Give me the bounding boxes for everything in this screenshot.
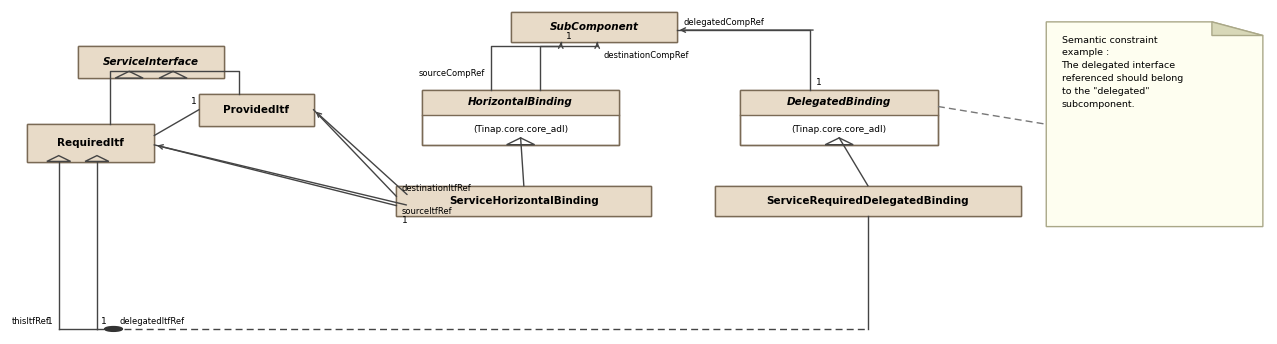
Bar (396, 186, 651, 216)
Text: sourceCompRef: sourceCompRef (419, 69, 485, 78)
Bar (421, 90, 619, 145)
Text: destinationItfRef: destinationItfRef (401, 184, 471, 193)
Bar (199, 94, 314, 126)
Bar (421, 90, 619, 115)
Bar (715, 186, 1020, 216)
Text: (Tinap.core.core_adl): (Tinap.core.core_adl) (472, 125, 568, 134)
Text: Semantic constraint
example :
The delegated interface
referenced should belong
t: Semantic constraint example : The delega… (1061, 35, 1183, 109)
Text: thisItfRef: thisItfRef (11, 317, 50, 326)
Text: 1: 1 (401, 216, 407, 225)
Bar (741, 90, 937, 145)
Bar (27, 124, 155, 162)
Text: ServiceInterface: ServiceInterface (103, 57, 199, 67)
Text: ProvidedItf: ProvidedItf (223, 105, 289, 115)
Bar (715, 186, 1020, 216)
Bar (396, 186, 651, 216)
Text: RequiredItf: RequiredItf (57, 138, 124, 148)
Text: ServiceHorizontalBinding: ServiceHorizontalBinding (450, 196, 599, 206)
Text: HorizontalBinding: HorizontalBinding (469, 97, 573, 107)
Bar (27, 124, 155, 162)
Bar (199, 94, 314, 126)
Bar (421, 90, 619, 145)
Circle shape (105, 326, 123, 331)
Text: (Tinap.core.core_adl): (Tinap.core.core_adl) (792, 125, 886, 134)
Text: delegatedCompRef: delegatedCompRef (683, 18, 764, 26)
Bar (199, 94, 314, 126)
Text: DelegatedBinding: DelegatedBinding (787, 97, 891, 107)
Polygon shape (1046, 22, 1263, 227)
Bar (511, 12, 677, 42)
Text: 1: 1 (101, 317, 106, 326)
Polygon shape (1212, 22, 1263, 35)
Text: SubComponent: SubComponent (549, 22, 638, 32)
Text: destinationCompRef: destinationCompRef (604, 51, 690, 60)
Bar (511, 12, 677, 42)
Text: 1: 1 (190, 97, 197, 106)
Bar (78, 46, 225, 78)
Bar (511, 12, 677, 42)
Bar (78, 46, 225, 78)
Bar (715, 186, 1020, 216)
Text: ServiceRequiredDelegatedBinding: ServiceRequiredDelegatedBinding (766, 196, 969, 206)
Bar (78, 46, 225, 78)
Text: 1: 1 (566, 32, 572, 41)
Bar (396, 186, 651, 216)
Text: 1: 1 (816, 78, 821, 87)
Text: delegatedItfRef: delegatedItfRef (120, 317, 185, 326)
Bar (27, 124, 155, 162)
Bar (741, 90, 937, 115)
Text: sourceItfRef: sourceItfRef (401, 207, 452, 216)
Bar (741, 90, 937, 145)
Text: 1: 1 (46, 317, 52, 326)
